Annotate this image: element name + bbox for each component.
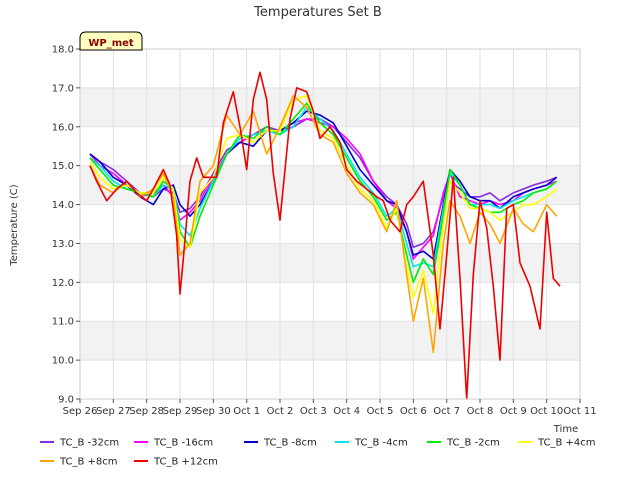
grid-band — [80, 243, 580, 283]
chart-title: Temperatures Set B — [253, 5, 382, 20]
x-tick-label: Oct 10 — [530, 406, 563, 417]
y-tick-label: 12.0 — [52, 278, 74, 289]
legend-item: TC_B -8cm — [244, 438, 317, 449]
legend-label: TC_B -4cm — [354, 438, 408, 449]
legend-item: TC_B -4cm — [335, 438, 408, 449]
y-tick-label: 9.0 — [58, 395, 74, 406]
legend-label: TC_B +12cm — [153, 457, 218, 468]
x-axis-label: Time — [553, 424, 578, 435]
y-tick-label: 10.0 — [52, 356, 74, 367]
grid-band — [80, 321, 580, 361]
x-tick-label: Oct 5 — [367, 406, 394, 417]
x-tick-label: Sep 26 — [63, 406, 98, 417]
x-tick-label: Oct 4 — [333, 406, 360, 417]
series-lines — [89, 71, 561, 400]
legend-label: TC_B -32cm — [59, 438, 119, 449]
legend-item: TC_B +8cm — [40, 457, 118, 468]
y-tick-label: 14.0 — [52, 200, 74, 211]
x-tick-label: Oct 2 — [267, 406, 294, 417]
x-tick-label: Oct 1 — [233, 406, 260, 417]
x-tick-label: Sep 29 — [163, 406, 198, 417]
legend-label: TC_B +8cm — [59, 457, 118, 468]
y-tick-label: 16.0 — [52, 122, 74, 133]
legend-label: TC_B +4cm — [537, 438, 596, 449]
x-tick-label: Oct 7 — [433, 406, 460, 417]
y-tick-label: 15.0 — [52, 161, 74, 172]
series-line-3 — [89, 110, 558, 260]
y-tick-label: 17.0 — [52, 83, 74, 94]
legend-item: TC_B -32cm — [40, 438, 119, 449]
y-axis-label: Temperature (C) — [9, 184, 20, 266]
x-tick-label: Sep 27 — [96, 406, 131, 417]
legend-item: TC_B -2cm — [427, 438, 500, 449]
y-axis-ticks: 9.0 10.0 11.0 12.0 13.0 14.0 15.0 16.0 17.0 18.0 — [52, 45, 80, 406]
y-tick-label: 11.0 — [52, 317, 74, 328]
legend-label: TC_B -2cm — [446, 438, 500, 449]
station-badge: WP_met — [79, 31, 143, 51]
x-tick-label: Oct 8 — [467, 406, 494, 417]
x-tick-label: Sep 28 — [129, 406, 164, 417]
x-tick-label: Oct 11 — [563, 406, 596, 417]
legend-label: TC_B -8cm — [263, 438, 317, 449]
legend-item: TC_B -16cm — [134, 438, 213, 449]
station-badge-label: WP_met — [88, 38, 134, 49]
legend-label: TC_B -16cm — [153, 438, 213, 449]
x-tick-label: Oct 9 — [500, 406, 527, 417]
x-tick-label: Sep 30 — [196, 406, 231, 417]
x-tick-label: Oct 3 — [300, 406, 327, 417]
y-tick-label: 13.0 — [52, 239, 74, 250]
x-tick-label: Oct 6 — [400, 406, 427, 417]
legend: TC_B -32cm TC_B -16cm TC_B -8cm TC_B -4cm TC… — [40, 438, 596, 468]
y-tick-label: 18.0 — [52, 45, 74, 56]
plot-frame — [79, 48, 581, 400]
legend-item: TC_B +12cm — [134, 457, 218, 468]
legend-item: TC_B +4cm — [518, 438, 596, 449]
series-line-8 — [89, 71, 561, 400]
